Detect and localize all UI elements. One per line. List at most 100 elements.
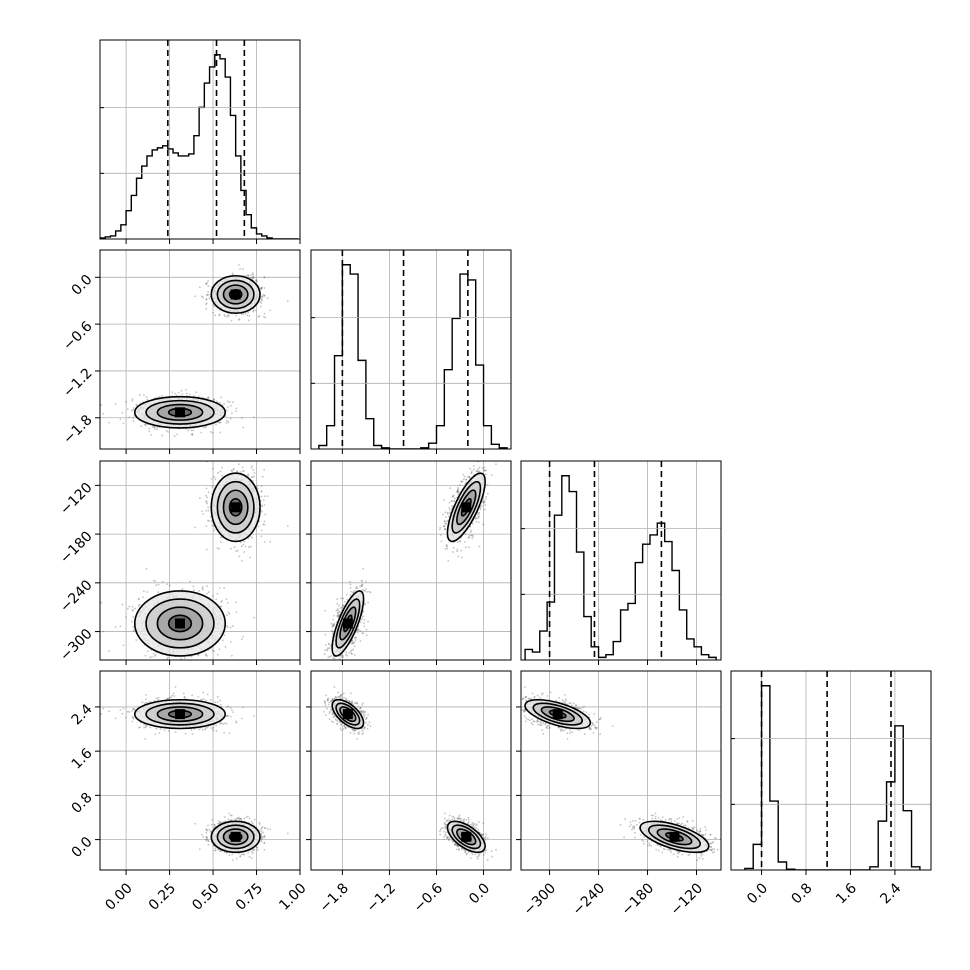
scatter-point xyxy=(223,586,226,589)
scatter-point xyxy=(355,586,358,588)
scatter-point xyxy=(252,469,255,472)
scatter-point xyxy=(260,287,263,290)
scatter-point xyxy=(341,604,344,607)
scatter-point xyxy=(201,587,204,590)
scatter-point xyxy=(259,287,262,290)
scatter-point xyxy=(219,605,222,608)
scatter-point xyxy=(119,418,122,421)
contour-line xyxy=(228,289,243,300)
scatter-point xyxy=(333,614,335,617)
scatter-point xyxy=(260,295,263,298)
scatter-point xyxy=(337,609,339,612)
scatter-point xyxy=(207,591,210,593)
scatter-point xyxy=(211,467,214,470)
scatter-point xyxy=(126,408,129,410)
scatter-point xyxy=(155,584,158,587)
scatter-point xyxy=(205,509,208,512)
scatter-point xyxy=(258,314,261,317)
scatter-point xyxy=(252,455,254,457)
scatter-point xyxy=(254,309,257,312)
contour-line xyxy=(210,274,261,315)
scatter-point xyxy=(328,647,331,650)
scatter-point xyxy=(226,406,229,409)
scatter-point xyxy=(247,546,250,549)
scatter-point xyxy=(442,513,444,516)
density-peak xyxy=(175,618,185,629)
scatter-point xyxy=(194,526,197,529)
scatter-point xyxy=(206,592,208,595)
density-peak xyxy=(230,502,241,513)
scatter-point xyxy=(238,319,240,321)
scatter-point xyxy=(468,476,471,479)
scatter-point xyxy=(207,509,210,512)
scatter-point xyxy=(185,392,188,395)
scatter-point xyxy=(461,556,463,559)
scatter-point xyxy=(237,264,240,266)
scatter-point xyxy=(263,495,266,498)
contour-line xyxy=(167,614,193,633)
scatter-point xyxy=(253,276,256,279)
scatter-point xyxy=(263,312,266,315)
contour-line xyxy=(156,606,204,641)
scatter-point xyxy=(331,626,334,628)
scatter-point xyxy=(191,687,193,689)
scatter-point xyxy=(482,501,485,504)
scatter-point xyxy=(211,432,214,434)
contour-line xyxy=(210,472,261,543)
scatter-point xyxy=(450,500,453,503)
scatter-point xyxy=(100,403,103,406)
scatter-point xyxy=(218,648,221,651)
scatter-point xyxy=(332,623,335,626)
scatter-point xyxy=(161,434,164,437)
scatter-point xyxy=(205,303,208,306)
scatter-point xyxy=(201,295,203,298)
scatter-point xyxy=(206,585,209,588)
scatter-point xyxy=(259,301,262,303)
scatter-point xyxy=(247,537,250,540)
scatter-point xyxy=(146,398,149,401)
scatter-point xyxy=(324,609,327,612)
scatter-point xyxy=(328,655,331,658)
scatter-point xyxy=(165,429,168,432)
scatter-point xyxy=(266,495,269,498)
scatter-point xyxy=(352,642,355,644)
scatter-point xyxy=(178,661,180,663)
scatter-point xyxy=(206,397,209,400)
scatter-point xyxy=(213,398,215,401)
scatter-point xyxy=(216,592,219,595)
contour-line xyxy=(228,497,243,517)
contour-line xyxy=(216,480,255,534)
scatter-point xyxy=(327,642,330,645)
scatter-point xyxy=(128,605,131,608)
scatter-point xyxy=(251,272,254,274)
scatter-point xyxy=(180,658,183,660)
scatter-point xyxy=(207,491,210,494)
scatter-point xyxy=(255,279,257,282)
scatter-point xyxy=(330,622,333,625)
scatter-point xyxy=(353,654,356,656)
scatter-point xyxy=(231,470,234,472)
scatter-point xyxy=(327,656,330,659)
scatter-point xyxy=(146,666,148,668)
scatter-point xyxy=(206,655,208,657)
scatter-point xyxy=(339,611,342,614)
contour-line xyxy=(133,590,227,657)
scatter-point xyxy=(191,433,194,435)
scatter-point xyxy=(445,545,448,548)
scatter-point xyxy=(157,583,160,586)
scatter-point xyxy=(235,550,238,553)
scatter-point xyxy=(350,590,353,593)
scatter-point xyxy=(444,547,447,550)
scatter-point xyxy=(252,309,255,312)
scatter-point xyxy=(220,396,223,399)
scatter-point xyxy=(232,468,235,470)
scatter-point xyxy=(206,281,208,284)
scatter-point xyxy=(228,315,230,317)
scatter-point xyxy=(240,638,243,641)
scatter-point xyxy=(206,294,209,297)
scatter-point xyxy=(453,497,456,500)
scatter-point xyxy=(213,305,216,308)
scatter-point xyxy=(242,313,245,315)
scatter-point xyxy=(148,427,151,430)
scatter-point xyxy=(145,423,147,426)
